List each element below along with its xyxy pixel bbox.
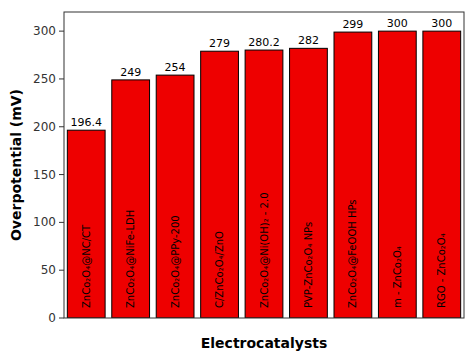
category-label: ZnCo₂O₄@NiFe-LDH (125, 210, 136, 308)
y-tick-label: 0 (48, 311, 56, 325)
y-tick (59, 270, 64, 271)
bar (201, 51, 239, 318)
y-tick-label: 300 (33, 24, 56, 38)
value-label: 300 (387, 17, 408, 30)
y-tick (59, 318, 64, 319)
bar (334, 32, 372, 318)
y-tick (59, 174, 64, 175)
bar (67, 130, 105, 318)
x-axis-label: Electrocatalysts (201, 335, 328, 351)
bar (423, 31, 461, 318)
y-tick-label: 250 (33, 72, 56, 86)
y-tick (59, 126, 64, 127)
bar (290, 48, 328, 318)
chart-svg: ZnCo₂O₄@NC/CT ZnCo₂O₄@NiFe-LDH ZnCo₂O₄@PPy… (0, 0, 474, 360)
y-tick-label: 150 (33, 168, 56, 182)
y-tick (59, 78, 64, 79)
category-label: ZnCo₂O₄@NC/CT (81, 224, 92, 308)
y-tick-label: 200 (33, 120, 56, 134)
category-label: ZnCo₂O₄@PPy-200 (170, 215, 181, 308)
category-label: m - ZnCo₂O₄ (392, 246, 403, 308)
value-label: 300 (431, 17, 452, 30)
value-label: 299 (342, 18, 363, 31)
y-tick-label: 100 (33, 215, 56, 229)
bar (112, 80, 150, 318)
value-label: 282 (298, 34, 319, 47)
category-label: PVP-ZnCo₂O₄ NPs (303, 222, 314, 308)
bar (378, 31, 416, 318)
bar (245, 50, 283, 318)
category-label: RGO - ZnCo₂O₄ (436, 233, 447, 308)
y-tick-label: 50 (41, 263, 56, 277)
category-label: ZnCo₂O₄@FeOOH HPs (347, 199, 358, 308)
y-axis-label: Overpotential (mV) (8, 89, 24, 241)
value-label: 249 (120, 66, 141, 79)
value-label: 279 (209, 37, 230, 50)
bars (67, 31, 460, 318)
bar (156, 75, 194, 318)
y-tick (59, 222, 64, 223)
value-label: 196.4 (70, 116, 102, 129)
value-label: 280.2 (248, 36, 280, 49)
category-label: ZnCo₂O₄@Ni(OH)₂ - 2.0 (259, 192, 270, 308)
y-tick (59, 31, 64, 32)
plot-frame (64, 12, 464, 318)
value-label: 254 (165, 61, 186, 74)
chart-container: ZnCo₂O₄@NC/CT ZnCo₂O₄@NiFe-LDH ZnCo₂O₄@PPy… (0, 0, 474, 360)
category-label: C/ZnCo₂O₄/ZnO (214, 231, 225, 308)
